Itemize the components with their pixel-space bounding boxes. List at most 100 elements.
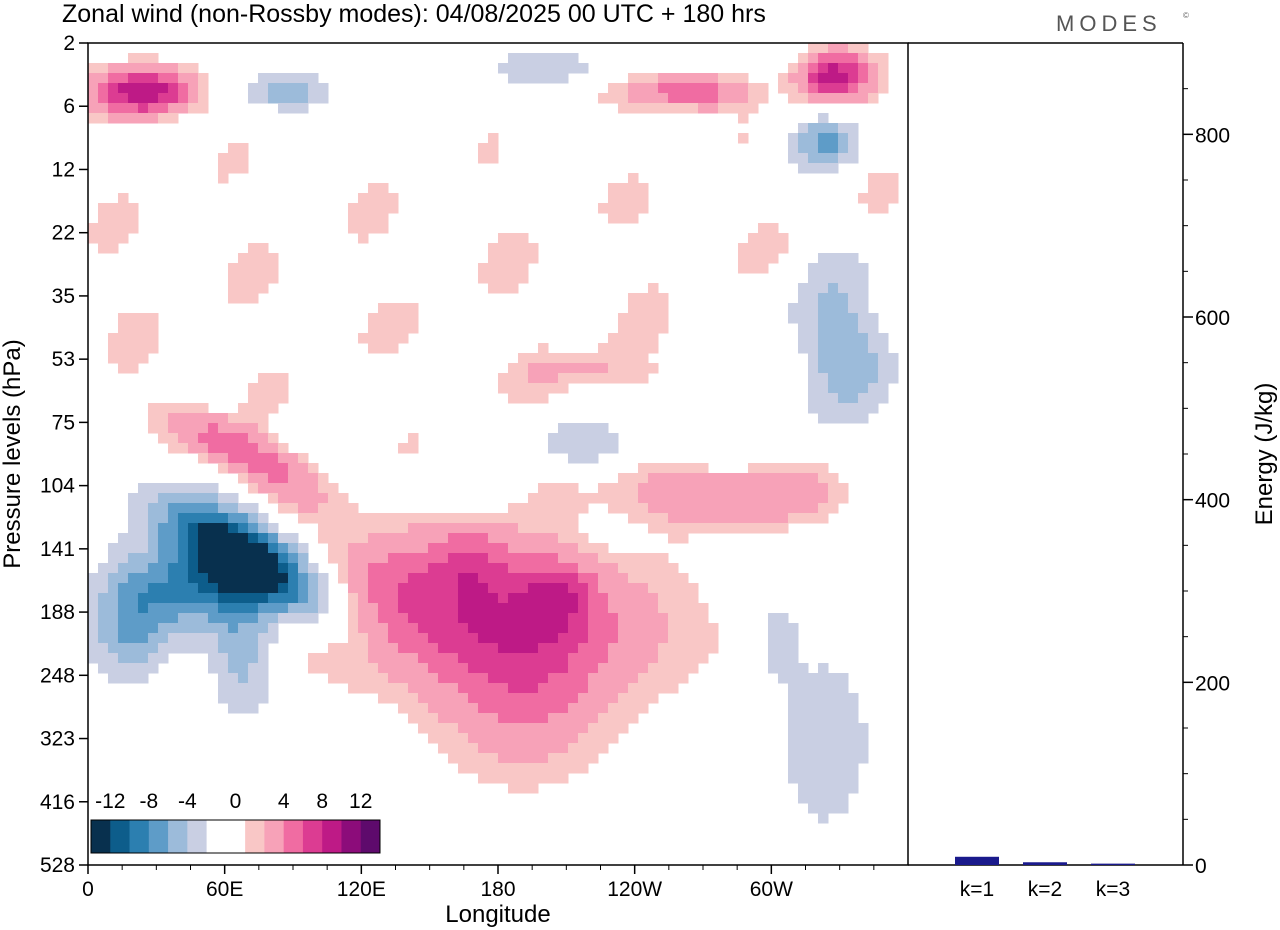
heatmap-cell [528, 633, 539, 644]
energy-tick-label: 400 [1195, 490, 1230, 513]
heatmap-cell [288, 93, 299, 104]
heatmap-cell [698, 603, 709, 614]
heatmap-cell [538, 723, 549, 734]
heatmap-cell [868, 373, 879, 384]
heatmap-cell [538, 53, 549, 64]
heatmap-cell [498, 283, 509, 294]
heatmap-cell [188, 613, 199, 624]
heatmap-cell [388, 313, 399, 324]
heatmap-cell [378, 223, 389, 234]
heatmap-cell [638, 603, 649, 614]
heatmap-cell [448, 573, 459, 584]
heatmap-cell [588, 373, 599, 384]
heatmap-cell [378, 323, 389, 334]
heatmap-cell [178, 73, 189, 84]
heatmap-cell [188, 563, 199, 574]
heatmap-cell [248, 283, 259, 294]
heatmap-cell [508, 693, 519, 704]
heatmap-cell [178, 643, 189, 654]
heatmap-cell [838, 63, 849, 74]
heatmap-cell [418, 593, 429, 604]
heatmap-cell [408, 593, 419, 604]
heatmap-cell [388, 553, 399, 564]
heatmap-cell [158, 403, 169, 414]
heatmap-cell [448, 543, 459, 554]
heatmap-cell [138, 83, 149, 94]
heatmap-cell [588, 363, 599, 374]
heatmap-cell [238, 253, 249, 264]
heatmap-cell [198, 83, 209, 94]
heatmap-cell [318, 603, 329, 614]
heatmap-cell [88, 103, 99, 114]
heatmap-cell [498, 643, 509, 654]
heatmap-cell [178, 613, 189, 624]
colorbar-tick-label: 4 [278, 790, 290, 813]
heatmap-cell [568, 663, 579, 674]
heatmap-cell [308, 493, 319, 504]
heatmap-cell [708, 623, 719, 634]
heatmap-cell [858, 353, 869, 364]
heatmap-cell [748, 463, 759, 474]
heatmap-cell [108, 643, 119, 654]
heatmap-cell [188, 503, 199, 514]
heatmap-cell [548, 763, 559, 774]
colorbar-swatch [168, 820, 188, 853]
heatmap-cell [398, 703, 409, 714]
heatmap-cell [378, 303, 389, 314]
heatmap-cell [118, 553, 129, 564]
heatmap-cell [638, 93, 649, 104]
heatmap-cell [858, 333, 869, 344]
heatmap-cell [568, 673, 579, 684]
heatmap-cell [808, 43, 819, 54]
heatmap-cell [468, 613, 479, 624]
heatmap-cell [538, 523, 549, 534]
heatmap-cell [478, 633, 489, 644]
heatmap-cell [418, 523, 429, 534]
heatmap-cell [458, 553, 469, 564]
heatmap-cell [428, 613, 439, 624]
heatmap-cell [88, 113, 99, 124]
heatmap-cell [178, 523, 189, 534]
heatmap-cell [788, 623, 799, 634]
colorbar-swatch [283, 820, 304, 853]
heatmap-cell [508, 283, 519, 294]
heatmap-cell [138, 583, 149, 594]
heatmap-cell [838, 703, 849, 714]
heatmap-cell [648, 563, 659, 574]
heatmap-cell [388, 673, 399, 684]
heatmap-cell [458, 583, 469, 594]
heatmap-cell [528, 693, 539, 704]
heatmap-cell [848, 403, 859, 414]
heatmap-cell [848, 123, 859, 134]
heatmap-cell [478, 553, 489, 564]
heatmap-cell [668, 623, 679, 634]
heatmap-cell [728, 493, 739, 504]
heatmap-cell [618, 473, 629, 484]
heatmap-cell [628, 583, 639, 594]
heatmap-cell [468, 753, 479, 764]
heatmap-cell [638, 103, 649, 114]
heatmap-cell [468, 643, 479, 654]
heatmap-cell [788, 63, 799, 74]
heatmap-cell [588, 573, 599, 584]
heatmap-cell [618, 653, 629, 664]
heatmap-cell [458, 763, 469, 774]
heatmap-cell [878, 343, 889, 354]
heatmap-cell [558, 603, 569, 614]
heatmap-cell [148, 633, 159, 644]
heatmap-cell [208, 633, 219, 644]
heatmap-cell [328, 483, 339, 494]
heatmap-cell [608, 343, 619, 354]
energy-bar [1023, 862, 1067, 865]
heatmap-cell [228, 553, 239, 564]
heatmap-cell [188, 523, 199, 534]
heatmap-cell [648, 523, 659, 534]
heatmap-cell [308, 73, 319, 84]
heatmap-cell [378, 193, 389, 204]
heatmap-cell [848, 263, 859, 274]
heatmap-cell [458, 603, 469, 614]
heatmap-cell [118, 623, 129, 634]
heatmap-cell [528, 63, 539, 74]
heatmap-cell [498, 553, 509, 564]
heatmap-cell [168, 523, 179, 534]
